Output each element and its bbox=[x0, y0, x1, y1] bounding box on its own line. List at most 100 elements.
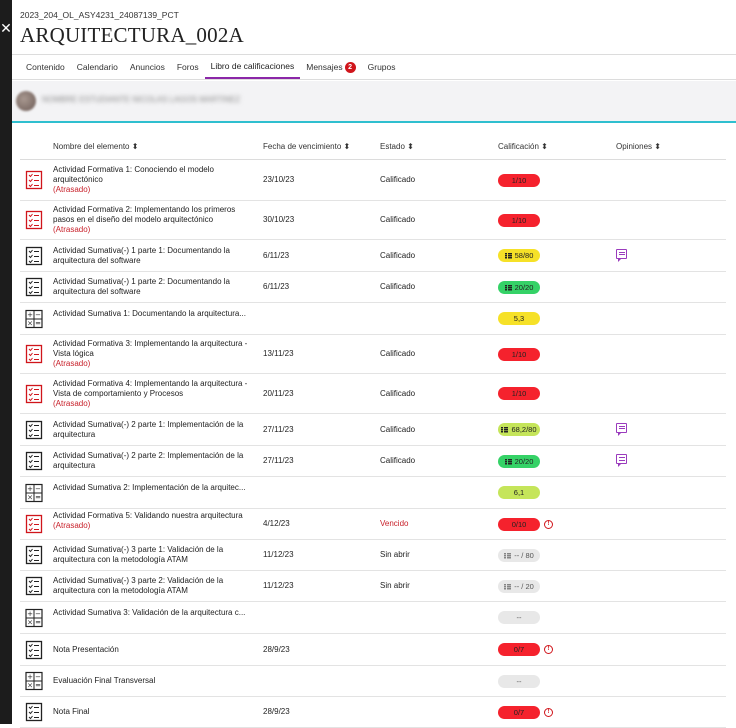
due-date: 27/11/23 bbox=[263, 456, 294, 465]
grade-pill[interactable]: -- / 20 bbox=[498, 579, 540, 593]
item-name-link[interactable]: Actividad Sumativa(-) 1 parte 2: Documen… bbox=[53, 277, 249, 297]
svg-text:−: − bbox=[35, 311, 41, 319]
svg-text:−: − bbox=[35, 610, 41, 618]
feedback-icon[interactable] bbox=[616, 248, 627, 262]
item-name-link[interactable]: Actividad Formativa 4: Implementando la … bbox=[53, 379, 249, 409]
grade-pill[interactable]: 1/10 bbox=[498, 173, 540, 187]
rubric-icon bbox=[504, 583, 512, 590]
item-name-link[interactable]: Actividad Sumativa(-) 2 parte 1: Impleme… bbox=[53, 420, 249, 440]
item-name-link[interactable]: Actividad Sumativa 2: Implementación de … bbox=[53, 483, 249, 493]
grade-value: -- bbox=[516, 676, 522, 686]
rubric-icon bbox=[504, 284, 512, 291]
rubric-icon bbox=[504, 253, 512, 259]
table-row[interactable]: Actividad Sumativa(-) 3 parte 2: Validac… bbox=[20, 571, 726, 602]
svg-text:=: = bbox=[35, 682, 41, 690]
col-grade-header[interactable]: Calificación ⬍ bbox=[498, 142, 548, 151]
table-row[interactable]: Actividad Sumativa(-) 2 parte 2: Impleme… bbox=[20, 446, 726, 477]
table-row[interactable]: Actividad Formativa 2: Implementando los… bbox=[20, 201, 726, 240]
item-name: Actividad Formativa 1: Conociendo el mod… bbox=[53, 165, 214, 184]
table-row[interactable]: Actividad Formativa 4: Implementando la … bbox=[20, 374, 726, 414]
due-date: 27/11/23 bbox=[263, 424, 294, 434]
table-row[interactable]: Actividad Sumativa(-) 2 parte 1: Impleme… bbox=[20, 414, 726, 446]
due-date: 20/11/23 bbox=[263, 388, 294, 398]
item-name-link[interactable]: Evaluación Final Transversal bbox=[53, 676, 249, 686]
grade-pill[interactable]: 1/10 bbox=[498, 387, 540, 400]
tab-foros[interactable]: Foros bbox=[171, 55, 205, 79]
tab-contenido[interactable]: Contenido bbox=[20, 55, 71, 79]
table-row[interactable]: Actividad Sumativa(-) 1 parte 1: Documen… bbox=[20, 240, 726, 272]
col-status-header[interactable]: Estado ⬍ bbox=[380, 142, 414, 151]
item-name-link[interactable]: Actividad Formativa 5: Validando nuestra… bbox=[53, 511, 249, 531]
grade-pill[interactable]: 1/10 bbox=[498, 213, 540, 227]
col-feedback-header[interactable]: Opiniones ⬍ bbox=[616, 142, 661, 151]
grade-pill[interactable]: -- bbox=[498, 611, 540, 624]
table-row[interactable]: + − × = Actividad Sumativa 1: Documentando l… bbox=[20, 303, 726, 335]
grade-pill[interactable]: -- / 80 bbox=[498, 548, 540, 562]
tab-libro-de-calificaciones[interactable]: Libro de calificaciones bbox=[204, 55, 301, 79]
table-row[interactable]: Actividad Formativa 1: Conociendo el mod… bbox=[20, 160, 726, 201]
grade-pill[interactable]: 6,1 bbox=[498, 486, 540, 499]
close-icon[interactable]: ✕ bbox=[0, 20, 12, 36]
item-name-link[interactable]: Actividad Formativa 2: Implementando los… bbox=[53, 205, 249, 235]
item-name-link[interactable]: Actividad Sumativa 1: Documentando la ar… bbox=[53, 309, 249, 319]
tab-label: Contenido bbox=[26, 62, 65, 72]
alert-icon[interactable]: ! bbox=[544, 519, 553, 529]
grade-value: 1/10 bbox=[511, 349, 527, 359]
item-name-link[interactable]: Nota Presentación bbox=[53, 645, 249, 655]
table-row[interactable]: Actividad Formativa 3: Implementando la … bbox=[20, 335, 726, 374]
grade-pill[interactable]: 1/10 bbox=[498, 347, 540, 361]
assignment-icon bbox=[25, 210, 43, 230]
alert-icon[interactable]: ! bbox=[544, 645, 553, 654]
table-row[interactable]: Nota Final 28/9/23 0/7! bbox=[20, 697, 726, 728]
grade-pill[interactable]: -- bbox=[498, 674, 540, 688]
grade-pill[interactable]: 0/7 bbox=[498, 643, 540, 656]
col-due-header[interactable]: Fecha de vencimiento ⬍ bbox=[263, 142, 351, 151]
grade-pill[interactable]: 5,3 bbox=[498, 312, 540, 325]
item-name-link[interactable]: Actividad Formativa 3: Implementando la … bbox=[53, 339, 249, 369]
left-sidebar: ✕ bbox=[0, 0, 12, 724]
table-row[interactable]: Actividad Formativa 5: Validando nuestra… bbox=[20, 509, 726, 540]
item-name: Actividad Formativa 4: Implementando la … bbox=[53, 378, 248, 398]
svg-text:+: + bbox=[27, 485, 33, 493]
grade-value: 0/7 bbox=[513, 645, 525, 654]
course-title: ARQUITECTURA_002A bbox=[20, 23, 244, 47]
grade-pill[interactable]: 58/80 bbox=[498, 249, 540, 262]
svg-text:−: − bbox=[35, 485, 41, 493]
tab-grupos[interactable]: Grupos bbox=[362, 55, 402, 79]
item-name-link[interactable]: Actividad Formativa 1: Conociendo el mod… bbox=[53, 165, 249, 195]
grade-pill[interactable]: 68,2/80 bbox=[498, 423, 540, 436]
col-name-header[interactable]: Nombre del elemento ⬍ bbox=[53, 142, 139, 151]
table-row[interactable]: Actividad Sumativa(-) 1 parte 2: Documen… bbox=[20, 272, 726, 303]
grade-pill[interactable]: 0/7 bbox=[498, 705, 540, 719]
item-name-link[interactable]: Actividad Sumativa 3: Validación de la a… bbox=[53, 608, 249, 618]
table-row[interactable]: Nota Presentación 28/9/23 0/7! bbox=[20, 634, 726, 666]
grade-pill[interactable]: 20/20 bbox=[498, 454, 540, 468]
item-name-link[interactable]: Actividad Sumativa(-) 3 parte 2: Validac… bbox=[53, 576, 249, 596]
item-name-link[interactable]: Actividad Sumativa(-) 3 parte 1: Validac… bbox=[53, 545, 249, 565]
alert-icon[interactable]: ! bbox=[544, 707, 553, 717]
feedback-icon[interactable] bbox=[616, 422, 627, 436]
svg-text:+: + bbox=[27, 673, 33, 681]
tab-anuncios[interactable]: Anuncios bbox=[124, 55, 171, 79]
tab-label: Grupos bbox=[367, 62, 396, 72]
tab-mensajes[interactable]: Mensajes 2 bbox=[300, 55, 361, 79]
table-row[interactable]: + − × = Actividad Sumativa 3: Validación de … bbox=[20, 602, 726, 634]
table-row[interactable]: + − × = Actividad Sumativa 2: Implementación… bbox=[20, 477, 726, 509]
item-name-link[interactable]: Nota Final bbox=[53, 707, 249, 717]
feedback-icon[interactable] bbox=[616, 454, 627, 467]
item-name: Actividad Sumativa(-) 3 parte 1: Validac… bbox=[53, 545, 224, 564]
tab-label: Calendario bbox=[76, 62, 118, 72]
table-row[interactable]: + − × = Evaluación Final Transversal -- bbox=[20, 666, 726, 697]
due-date: 28/9/23 bbox=[263, 644, 290, 654]
item-name-link[interactable]: Actividad Sumativa(-) 2 parte 2: Impleme… bbox=[53, 451, 249, 471]
grade-value: -- / 20 bbox=[514, 581, 534, 591]
status-text: Calificado bbox=[380, 282, 416, 291]
tab-calendario[interactable]: Calendario bbox=[71, 55, 124, 79]
table-row[interactable]: Actividad Sumativa(-) 3 parte 1: Validac… bbox=[20, 540, 726, 571]
grade-pill[interactable]: 20/20 bbox=[498, 280, 540, 294]
rubric-icon bbox=[504, 458, 512, 465]
grade-pill[interactable]: 0/10 bbox=[498, 517, 540, 531]
status-text: Calificado bbox=[380, 388, 416, 398]
item-name-link[interactable]: Actividad Sumativa(-) 1 parte 1: Documen… bbox=[53, 246, 249, 266]
due-date: 6/11/23 bbox=[263, 250, 290, 260]
